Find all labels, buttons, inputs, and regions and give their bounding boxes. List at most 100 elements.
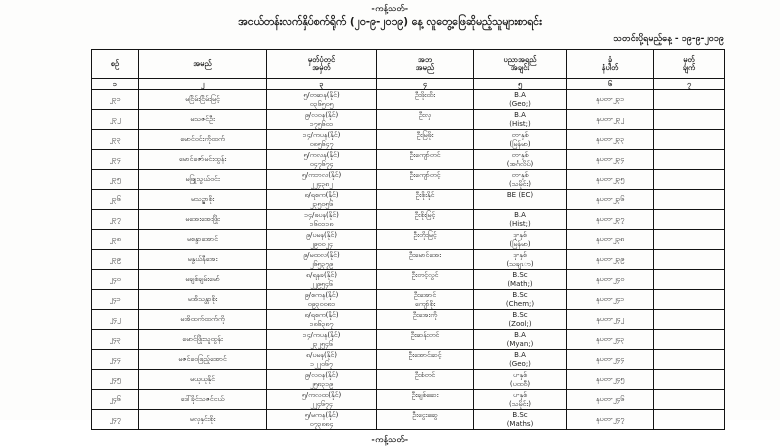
seat-number: နပတ-၂၃၄: [595, 155, 625, 164]
father-name-cell: ဦးကျော်တင်: [376, 149, 474, 170]
table-row: ၂၃၁ မငြိမ်းငြိမ်းမြင့် ၅/တဆန(နိုင်) ၀၃၆၅၀၅ ဦ…: [91, 89, 725, 110]
seat-number-cell: နပတ-၂၃၃: [566, 129, 654, 150]
header-text: အမည်: [193, 58, 212, 68]
serial-text: ၂၃၉: [109, 255, 121, 264]
candidate-name: မအိသန္တာစိုး: [187, 295, 218, 304]
nrc-code: ၈/ရနခ(နိုင်): [306, 271, 337, 279]
education-degree: တ-နှစ်: [511, 171, 529, 179]
column-number: ၄: [376, 78, 474, 90]
father-name-line2: [379, 340, 471, 349]
serial-cell: ၂၃၄: [91, 149, 139, 170]
nrc-code: ၅/ကလထ(နိုင်): [301, 391, 342, 399]
seat-number-cell: နပတ-၂၄၄: [566, 349, 654, 370]
registration-cell: ၈/ရစက(နိုင်) ၁၈၆၃၈၇: [266, 309, 377, 330]
education-cell: ပ-နှစ် (ပထဝီ): [473, 369, 567, 390]
serial-cell: ၂၄၀: [91, 269, 139, 290]
father-name: ဦးစံတင်: [414, 371, 436, 379]
candidate-name: မလှနှင်းစိုး: [189, 415, 216, 424]
candidate-name: မောင်ဇော်မင်းထွန်း: [178, 155, 227, 164]
nrc-number: ၀၇၃၈၈၄: [309, 419, 334, 428]
header-text: အချင်း: [510, 63, 530, 72]
candidate-name: မယုယုနိုင်: [189, 375, 216, 384]
seat-number-cell: နပတ-၂၃၄: [566, 149, 654, 170]
table-row: ၂၄၆ ဒေါ်ခိုင်သဇင်ငယ် ၅/ကလထ(နိုင်) ၂၂၄၆၇၄ ဦးခ…: [91, 389, 725, 410]
education-cell: တ-နှစ် (သမိုင်း): [473, 169, 567, 190]
nrc-number: ၀၄၇၆၇၄: [309, 159, 334, 168]
seat-number: နပတ-၂၃၁: [595, 95, 625, 104]
remark-cell: [653, 209, 725, 230]
header-name: အမည်: [138, 49, 267, 79]
restricted-marking-bottom: -ကန့်သတ်-: [371, 435, 409, 444]
report-date: သတင်းပို့ရမည့်နေ့ - ၁၉-၉-၂၀၁၉: [613, 34, 724, 44]
nrc-code: ၈/ရစက(နိုင်): [304, 191, 339, 199]
nrc-code: ၅/ကဘလ(နိုင်): [301, 171, 342, 179]
father-name-cell: ဦးချစ်ဆေး: [376, 389, 474, 410]
header-father-name: အဘ အမည်: [376, 49, 474, 79]
candidate-name: ဒေါ်ခိုင်သဇင်ငယ်: [180, 395, 225, 404]
seat-number-cell: နပတ-၂၃၅: [566, 169, 654, 190]
education-degree: B.A: [514, 91, 526, 99]
remark-cell: [653, 169, 725, 190]
seat-number-cell: နပတ-၂၃၁: [566, 89, 654, 110]
registration-cell: ၁၄/ဖပန(နိုင်) ၁၆၀၁၁၈: [266, 209, 377, 230]
father-name: ဦးအေးကို: [412, 311, 438, 319]
father-name-cell: ဦးအောင်ဆင့်: [376, 349, 474, 370]
seat-number: နပတ-၂၄၆: [595, 395, 625, 404]
education-cell: B.A (Myan;): [473, 329, 567, 350]
seat-number-cell: နပတ-၂၃၉: [566, 249, 654, 270]
father-name-line2: [379, 280, 471, 289]
serial-cell: ၂၄၁: [91, 289, 139, 310]
father-name: ဦးအောင်ဆင့်: [408, 351, 442, 359]
father-name-line2: [379, 360, 471, 369]
seat-number-cell: နပတ-၂၄၃: [566, 329, 654, 350]
remark-cell: [653, 369, 725, 390]
serial-cell: ၂၄၅: [91, 369, 139, 390]
serial-text: ၂၃၁: [109, 95, 121, 104]
name-cell: မနွယ်နီအေး: [138, 249, 267, 270]
seat-number-cell: နပတ-၂၄၀: [566, 269, 654, 290]
registration-cell: ၅/ကလန(နိုင်) ၀၄၇၆၇၄: [266, 149, 377, 170]
remark-cell: [653, 189, 725, 210]
registration-cell: ၉/မထလ(နိုင်) ၂၆၅၃၇၉: [266, 249, 377, 270]
seat-number: နပတ-၂၄၃: [595, 335, 625, 344]
seat-number: နပတ-၂၃၇: [595, 215, 625, 224]
father-name-cell: ဦးဆန်းတင်: [376, 329, 474, 350]
education-degree: တ-နှစ်: [511, 131, 529, 139]
father-name-line2: [379, 100, 471, 109]
seat-number-cell: နပတ-၂၃၆: [566, 189, 654, 210]
education-degree: B.A: [514, 211, 526, 219]
father-name-line2: [379, 220, 471, 229]
document-page: -ကန့်သတ်- အငယ်တန်းလက်နှိပ်စက်ရိုက် (၂၀-၉…: [91, 4, 725, 444]
candidate-name: မောင်ဖြိုးသူထွန်း: [182, 335, 223, 344]
education-degree: B.Sc: [512, 411, 528, 419]
serial-text: ၂၄၁: [109, 295, 121, 304]
education-cell: B.A (Geo;): [473, 89, 567, 110]
serial-cell: ၂၃၇: [91, 209, 139, 230]
nrc-number: ၂၉၀၀၂၄: [310, 239, 333, 248]
education-major: (သမိုင်း): [509, 399, 531, 408]
father-name-cell: ဦးကျော်တင့်: [376, 169, 474, 190]
serial-cell: ၂၃၁: [91, 89, 139, 110]
table-row: ၂၄၅ မယုယုနိုင် ၉/လဝန(နိုင်) ၂၅၈၃၁၉ ဦးစံတင် ပ-…: [91, 369, 725, 390]
father-name-cell: ဦးတင့်လွင်: [376, 269, 474, 290]
remark-cell: [653, 349, 725, 370]
education-degree: ဒု-နှစ်: [513, 251, 527, 259]
table-row: ၂၄၂ မအိထက်ထက်ကို ၈/ရစက(နိုင်) ၁၈၆၃၈၇ ဦးအေးကိ…: [91, 309, 725, 330]
nrc-code: ၈/ရစက(နိုင်): [304, 311, 339, 319]
father-name-line2: [379, 240, 471, 249]
father-name-line2: [379, 260, 471, 269]
seat-number: နပတ-၂၄၄: [595, 355, 625, 364]
remark-cell: [653, 309, 725, 330]
nrc-number: ၁၆၀၁၁၈: [309, 219, 334, 228]
seat-number: နပတ-၂၃၅: [595, 175, 625, 184]
table-row: ၂၄၄ မဇင်ဝေဖြည့်အောင် ၈/ပမန(နိုင်) ၁၂၂၀၆၇ ဦးအ…: [91, 349, 725, 370]
serial-cell: ၂၃၅: [91, 169, 139, 190]
table-row: ၂၄၃ မောင်ဖြိုးသူထွန်း ၁၄/ကပန(နိုင်) ၂၃၂၅၄၆ ဦ…: [91, 329, 725, 350]
registration-cell: ၈/ရနခ(နိုင်) ၂၂၉၅၄၆: [266, 269, 377, 290]
nrc-code: ၁၄/ကပန(နိုင်): [302, 131, 341, 139]
education-major: (Myan;): [506, 339, 534, 348]
serial-text: ၂၄၆: [109, 395, 121, 404]
education-degree: B.Sc: [512, 291, 528, 299]
name-cell: မောင်ဇော်မင်းထွန်း: [138, 149, 267, 170]
father-name-line2: [379, 320, 471, 329]
